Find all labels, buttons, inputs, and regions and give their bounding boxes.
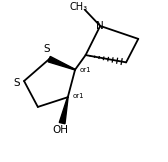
Text: S: S (43, 44, 50, 54)
Polygon shape (48, 56, 75, 70)
Text: or1: or1 (80, 67, 92, 73)
Text: CH₃: CH₃ (70, 2, 88, 12)
Text: N: N (96, 21, 104, 31)
Text: or1: or1 (73, 93, 85, 99)
Text: OH: OH (53, 125, 69, 135)
Polygon shape (59, 97, 68, 124)
Text: S: S (13, 78, 20, 88)
